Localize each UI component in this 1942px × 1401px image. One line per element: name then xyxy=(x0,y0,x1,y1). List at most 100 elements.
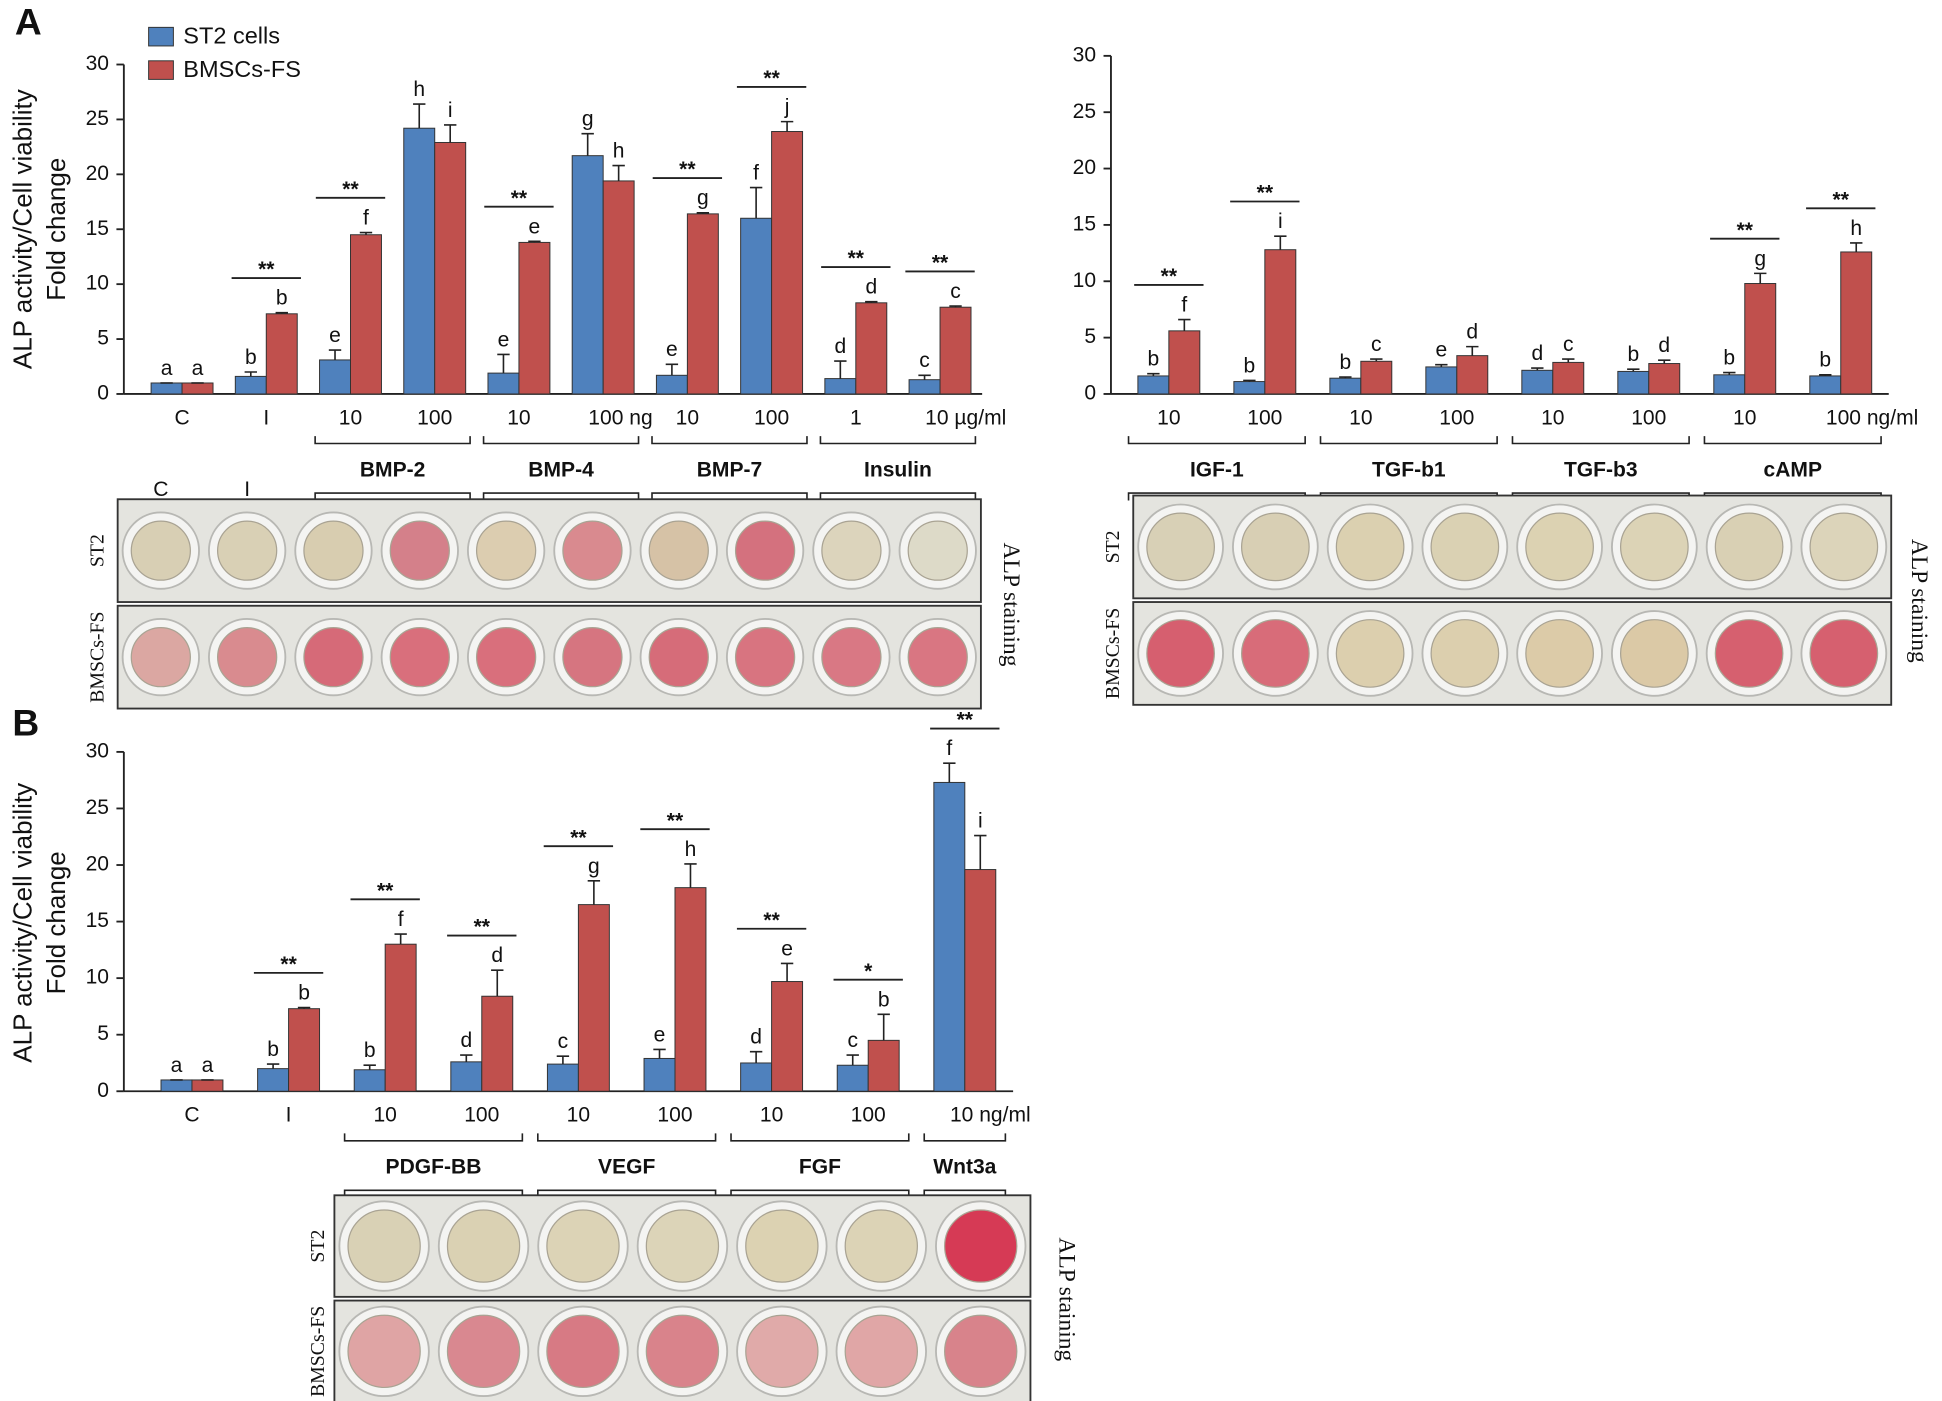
well-stain xyxy=(648,626,709,688)
plate-bracket xyxy=(482,492,640,501)
significance-letter: b xyxy=(245,346,257,369)
bar xyxy=(824,378,857,395)
error-bar xyxy=(749,186,763,219)
y-tick-label: 10 xyxy=(86,272,109,295)
staining-label: ALP staining xyxy=(1906,539,1932,663)
significance-stars: ** xyxy=(763,67,780,90)
error-bar xyxy=(1723,371,1736,375)
significance-letter: h xyxy=(413,78,425,101)
x-tick-label: 10 xyxy=(1733,406,1756,429)
x-tick-label: 100 ng/ml xyxy=(1826,406,1918,429)
error-bar xyxy=(696,211,710,214)
well-stain xyxy=(734,626,796,688)
well-stain xyxy=(475,626,537,688)
error-bar xyxy=(1243,379,1256,382)
significance-letter: g xyxy=(697,187,709,210)
bar xyxy=(288,1008,321,1092)
significance-letter: c xyxy=(847,1029,858,1052)
bar xyxy=(939,306,972,395)
bar xyxy=(450,1061,483,1092)
significance-letter: c xyxy=(950,280,961,303)
bar xyxy=(1840,251,1873,395)
group-label: Insulin xyxy=(864,458,932,481)
error-bar xyxy=(1658,359,1671,364)
well-stain xyxy=(734,520,796,581)
y-tick-label: 25 xyxy=(86,107,109,130)
significance-letter: e xyxy=(498,328,510,351)
group-label: VEGF xyxy=(598,1156,655,1179)
x-tick-label: 100 xyxy=(417,406,452,429)
x-tick-label: 100 xyxy=(1247,406,1282,429)
error-bar xyxy=(949,305,962,308)
error-bar xyxy=(780,120,794,132)
y-tick-label: 30 xyxy=(86,52,109,75)
bar xyxy=(265,313,298,395)
significance-letter: a xyxy=(192,357,204,380)
bar xyxy=(655,374,688,395)
bar xyxy=(1521,369,1554,395)
well-stain xyxy=(216,626,278,688)
bar xyxy=(1360,360,1393,395)
significance-letter: i xyxy=(448,99,453,122)
x-tick-label: 10 xyxy=(1157,406,1180,429)
group-bracket xyxy=(343,1133,524,1142)
well-stain xyxy=(844,1314,919,1389)
error-bar xyxy=(1466,345,1479,356)
bar xyxy=(1425,366,1458,395)
y-tick-label: 10 xyxy=(1073,269,1096,292)
well-stain xyxy=(745,1314,819,1389)
significance-letter: g xyxy=(588,855,600,878)
error-bar xyxy=(780,962,794,982)
staining-label: ALP staining xyxy=(1054,1237,1080,1361)
plate-top-label: C xyxy=(153,478,168,501)
error-bar xyxy=(665,363,679,376)
y-tick-label: 20 xyxy=(86,853,109,876)
significance-stars: ** xyxy=(474,916,491,939)
error-bar xyxy=(581,132,594,156)
significance-letter: d xyxy=(1531,342,1543,365)
x-tick-label: 10 ng/ml xyxy=(950,1104,1031,1127)
significance-stars: ** xyxy=(1833,188,1850,211)
plate-row-label: BMSCs-FS xyxy=(307,1306,329,1397)
well-stain xyxy=(1525,619,1594,688)
well-stain xyxy=(1430,619,1500,688)
significance-letter: b xyxy=(1148,348,1160,371)
group-bracket xyxy=(651,436,808,445)
well-stain xyxy=(1809,512,1879,582)
error-bar xyxy=(328,349,342,360)
plate-row-label: BMSCs-FS xyxy=(87,611,109,702)
significance-letter: d xyxy=(1658,334,1670,357)
significance-stars: ** xyxy=(1257,182,1274,205)
panel-letter: A xyxy=(15,1,42,43)
error-bar xyxy=(460,1054,473,1062)
error-bar xyxy=(587,880,601,905)
bar xyxy=(674,887,707,1092)
significance-letter: b xyxy=(298,981,310,1004)
legend-swatch xyxy=(148,60,174,80)
error-bar xyxy=(974,834,987,870)
y-tick-label: 5 xyxy=(1084,325,1096,348)
x-tick-label: 100 xyxy=(657,1104,692,1127)
significance-letter: a xyxy=(202,1054,214,1077)
group-label: Wnt3a xyxy=(933,1156,996,1179)
well-stain xyxy=(648,520,709,581)
bar xyxy=(1809,375,1842,395)
y-tick-label: 25 xyxy=(1073,100,1096,123)
error-bar xyxy=(394,933,407,945)
significance-stars: ** xyxy=(570,826,587,849)
significance-letter: f xyxy=(363,206,369,229)
well-stain xyxy=(821,626,882,688)
legend-label: ST2 cells xyxy=(183,22,280,48)
group-label: TGF-b1 xyxy=(1372,458,1446,481)
error-bar xyxy=(1562,358,1575,363)
group-label: TGF-b3 xyxy=(1564,458,1638,481)
significance-letter: d xyxy=(1466,321,1478,344)
error-bar xyxy=(266,1063,280,1069)
significance-letter: f xyxy=(753,161,759,184)
bar xyxy=(319,359,351,395)
error-bar xyxy=(1850,242,1863,252)
bar xyxy=(150,382,183,395)
y-tick-label: 15 xyxy=(86,217,109,240)
group-bracket xyxy=(1319,436,1498,445)
